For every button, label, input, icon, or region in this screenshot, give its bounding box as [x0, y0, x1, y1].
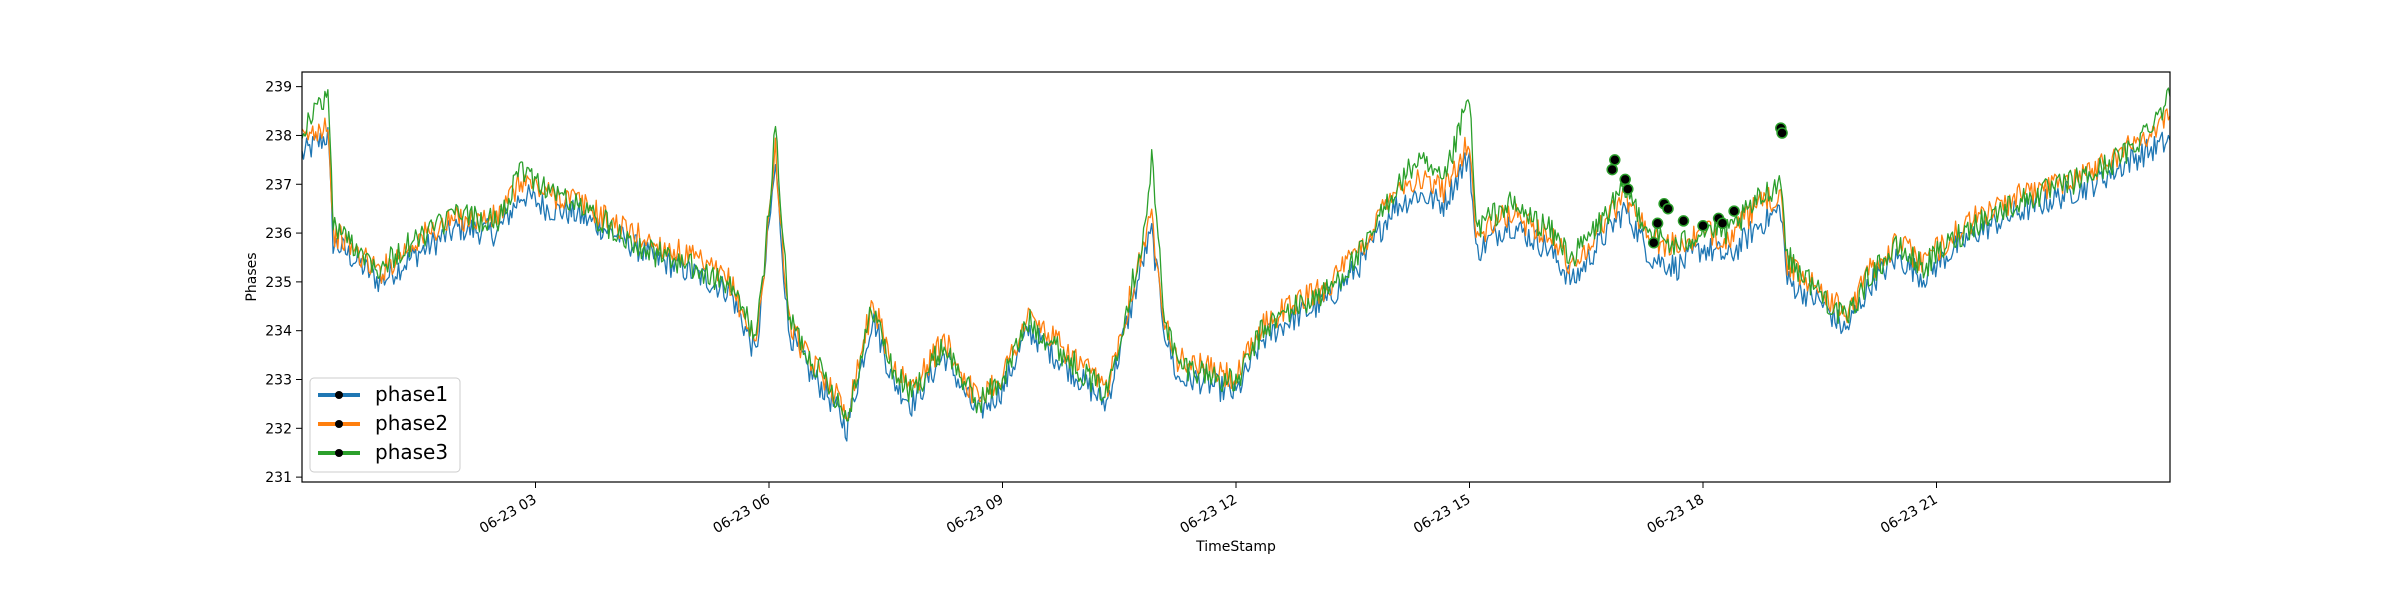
anomaly-marker — [1697, 220, 1709, 232]
y-tick-label: 235 — [265, 275, 292, 291]
y-tick-label: 233 — [265, 373, 292, 389]
anomaly-marker — [1647, 237, 1660, 249]
anomaly-marker — [1662, 202, 1674, 215]
series-line-phase3 — [301, 87, 2171, 422]
anomaly-marker — [1716, 217, 1729, 230]
y-tick-label: 231 — [265, 470, 292, 486]
y-tick-label: 232 — [265, 421, 292, 437]
anomaly-marker — [1728, 205, 1740, 217]
marker-layer — [1606, 122, 1788, 249]
legend-label-phase3: phase3 — [375, 440, 448, 464]
x-axis-label: TimeStamp — [1195, 539, 1276, 555]
series-line-phase2 — [301, 108, 2171, 421]
y-tick-label: 238 — [265, 128, 292, 144]
anomaly-marker — [1606, 163, 1618, 176]
y-tick-label: 234 — [265, 324, 292, 340]
legend-label-phase2: phase2 — [375, 411, 448, 435]
y-tick-label: 236 — [265, 226, 292, 242]
legend-label-phase1: phase1 — [375, 382, 448, 406]
legend: phase1 phase2 phase3 — [309, 377, 461, 473]
anomaly-marker — [1651, 217, 1664, 230]
legend-marker-phase3 — [335, 449, 343, 457]
series-layer — [301, 87, 2171, 442]
y-axis: 231 232 233 234 235 236 237 238 239 — [265, 80, 302, 486]
anomaly-marker — [1677, 215, 1690, 227]
legend-marker-phase1 — [335, 391, 343, 399]
anomaly-marker — [1622, 183, 1634, 195]
y-axis-label: Phases — [244, 252, 260, 301]
anomaly-marker — [1776, 127, 1788, 139]
legend-marker-phase2 — [335, 420, 343, 428]
y-tick-label: 239 — [265, 80, 292, 96]
y-tick-label: 237 — [265, 177, 292, 193]
legend-box — [309, 377, 461, 473]
anomaly-marker — [1619, 173, 1631, 186]
anomaly-marker — [1609, 154, 1621, 166]
